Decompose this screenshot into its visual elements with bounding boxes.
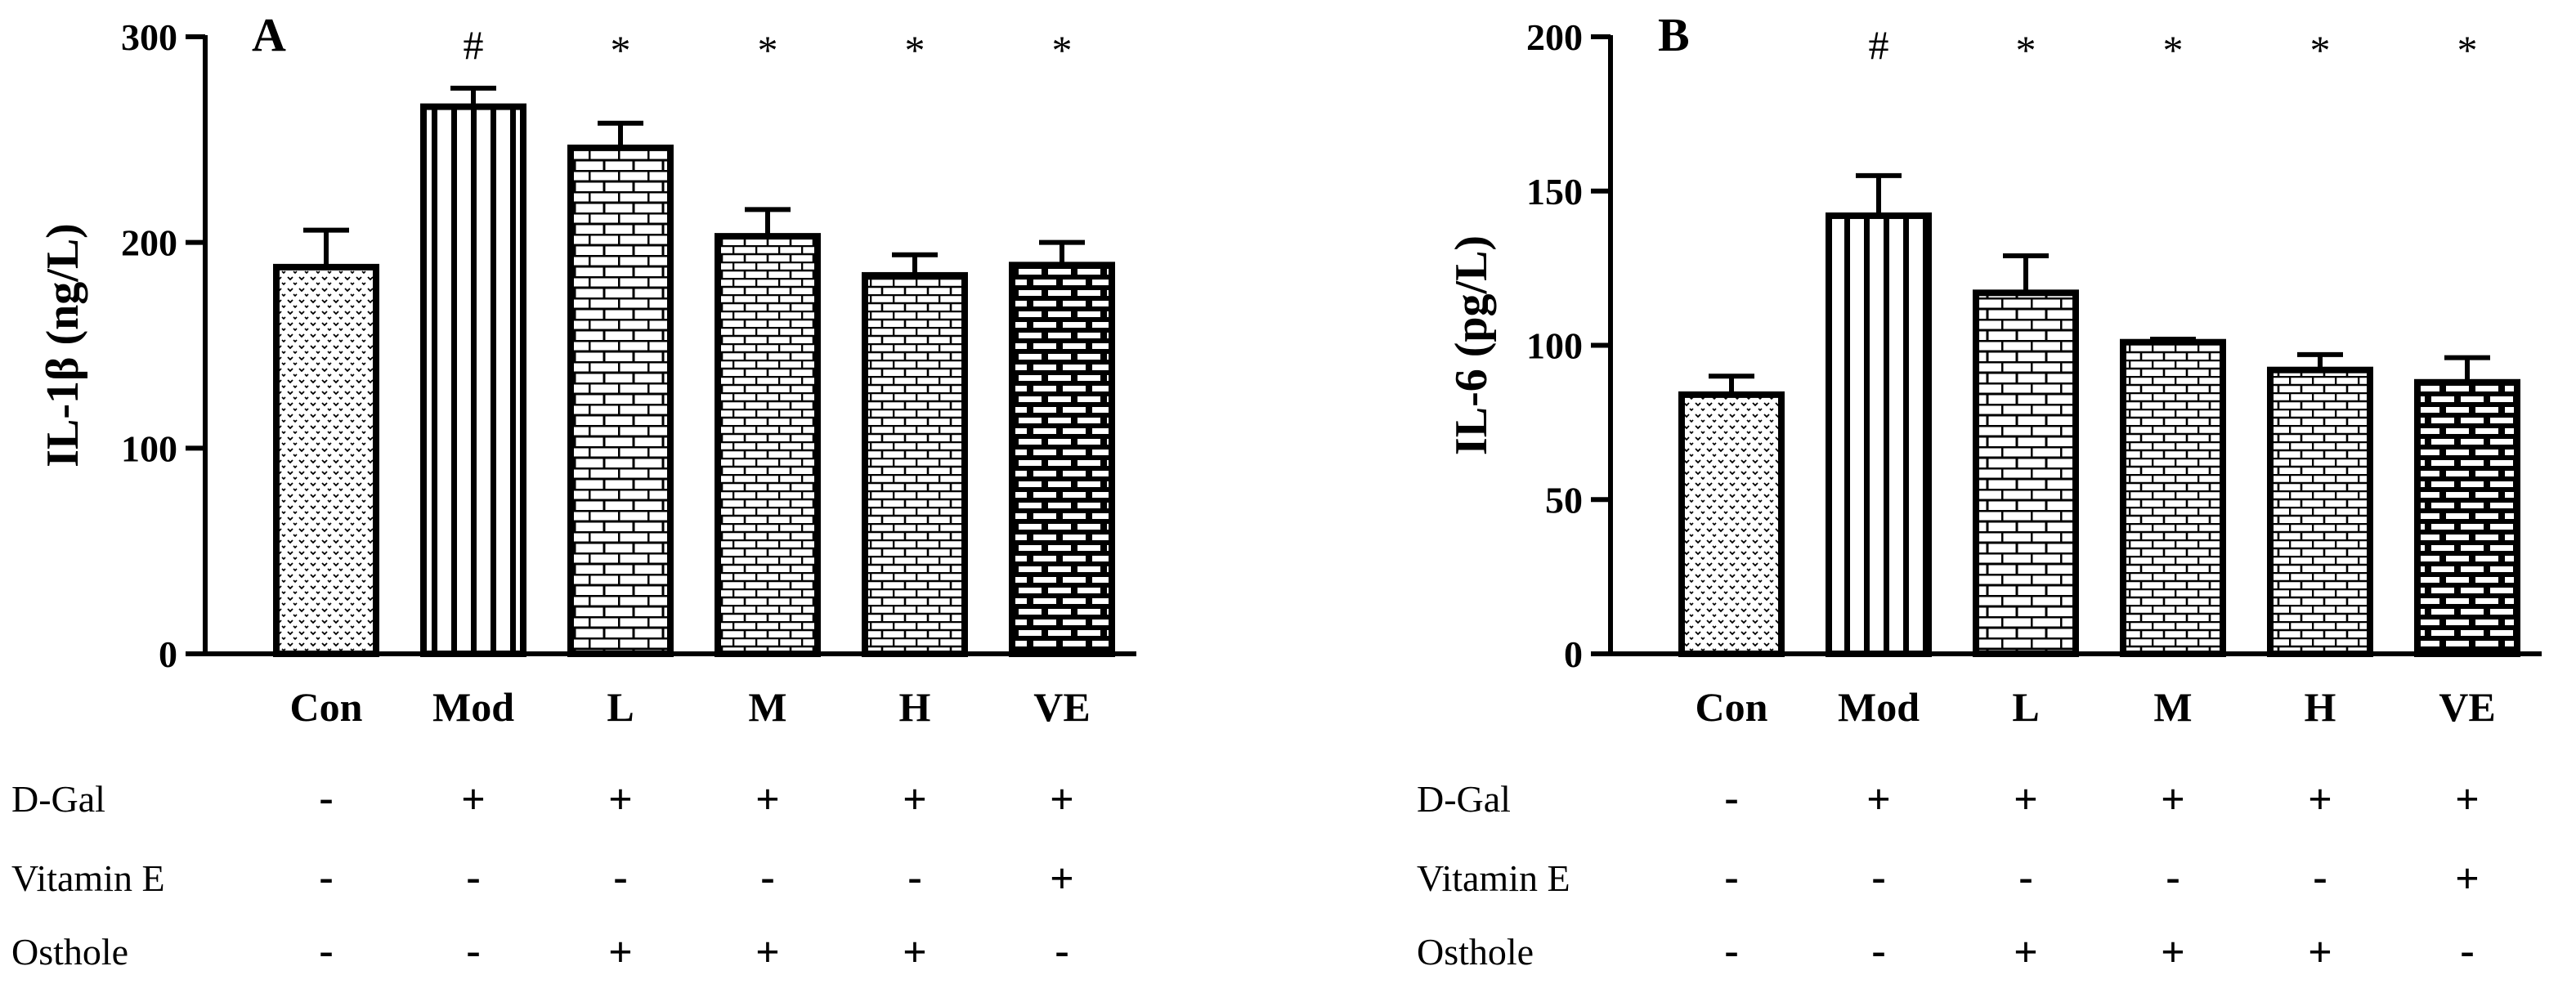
treatment-mark: +	[608, 929, 633, 976]
significance-mark: *	[2457, 27, 2478, 73]
bar-ve	[1009, 262, 1115, 657]
treatment-label: Vitamin E	[11, 857, 165, 899]
y-tick-label: 100	[1526, 325, 1583, 367]
panel-letter: A	[252, 8, 286, 61]
treatment-label: Osthole	[1417, 931, 1534, 973]
treatment-mark: -	[319, 928, 333, 974]
bar-con	[1678, 391, 1785, 657]
category-label: Con	[1696, 684, 1768, 730]
treatment-mark: +	[2455, 776, 2480, 823]
category-label: M	[748, 684, 786, 730]
bar-l	[567, 144, 674, 657]
treatment-mark: +	[461, 776, 486, 823]
panel-a-chart: 0 100 200 300 IL-1β (ng/L) A Con # Mod * L * M * H * VE D…	[11, 8, 1136, 976]
treatment-mark: -	[466, 854, 480, 901]
treatment-mark: -	[466, 928, 480, 974]
treatment-mark: +	[2014, 776, 2038, 823]
bar-l	[1973, 289, 2079, 657]
treatment-mark: -	[1724, 854, 1738, 901]
category-label: Mod	[432, 684, 514, 730]
treatment-mark: -	[2460, 928, 2474, 974]
category-label: H	[2305, 684, 2336, 730]
significance-mark: *	[2310, 27, 2331, 73]
treatment-mark: +	[2014, 929, 2038, 976]
bar-mod	[1826, 212, 1932, 657]
treatment-mark: +	[2455, 856, 2480, 902]
y-tick-label: 200	[121, 222, 177, 264]
treatment-mark: -	[907, 854, 921, 901]
treatment-mark: +	[1050, 776, 1074, 823]
treatment-mark: -	[2018, 854, 2032, 901]
category-label: Mod	[1838, 684, 1920, 730]
treatment-mark: +	[2161, 929, 2185, 976]
bar-h	[2267, 366, 2373, 657]
treatment-label: Osthole	[11, 931, 128, 973]
y-axis-label: IL-6 (pg/L)	[1446, 235, 1497, 455]
treatment-mark: -	[2313, 854, 2327, 901]
treatment-label: D-Gal	[11, 778, 105, 820]
category-label: Con	[290, 684, 363, 730]
y-tick-label: 0	[1564, 633, 1583, 675]
category-label: H	[899, 684, 931, 730]
significance-mark: *	[611, 27, 631, 73]
bar-con	[273, 263, 379, 657]
category-label: M	[2153, 684, 2192, 730]
treatment-mark: +	[2308, 929, 2332, 976]
panel-b-chart: 0 50 100 150 200 IL-6 (pg/L) B Con # Mod * L * M * H * VE…	[1417, 8, 2542, 976]
treatment-mark: -	[613, 854, 627, 901]
treatment-label: D-Gal	[1417, 778, 1511, 820]
treatment-mark: -	[319, 775, 333, 821]
y-tick-label: 50	[1545, 479, 1583, 521]
treatment-mark: +	[755, 776, 780, 823]
bar-h	[862, 271, 968, 657]
category-label: VE	[1033, 684, 1090, 730]
significance-mark: *	[2163, 27, 2184, 73]
treatment-mark: -	[1871, 854, 1885, 901]
treatment-mark: +	[755, 929, 780, 976]
significance-mark: #	[464, 22, 484, 68]
significance-mark: *	[1052, 27, 1073, 73]
significance-mark: #	[1869, 22, 1889, 68]
y-tick-label: 300	[121, 16, 177, 58]
y-tick-label: 100	[121, 427, 177, 469]
category-label: VE	[2439, 684, 2495, 730]
treatment-mark: +	[1050, 856, 1074, 902]
category-label: L	[2012, 684, 2039, 730]
bar-m	[715, 233, 821, 657]
panel-letter: B	[1658, 8, 1690, 61]
significance-mark: *	[905, 27, 925, 73]
treatment-mark: +	[2308, 776, 2332, 823]
treatment-mark: -	[760, 854, 774, 901]
treatment-mark: -	[1724, 775, 1738, 821]
treatment-mark: +	[903, 929, 927, 976]
treatment-mark: -	[319, 854, 333, 901]
treatment-mark: -	[1724, 928, 1738, 974]
treatment-mark: -	[2166, 854, 2180, 901]
y-tick-label: 150	[1526, 171, 1583, 212]
treatment-mark: -	[1055, 928, 1068, 974]
significance-mark: *	[2016, 27, 2036, 73]
y-tick-label: 200	[1526, 16, 1583, 58]
bar-mod	[420, 103, 526, 658]
treatment-mark: +	[608, 776, 633, 823]
treatment-label: Vitamin E	[1417, 857, 1570, 899]
treatment-mark: +	[2161, 776, 2185, 823]
treatment-mark: -	[1871, 928, 1885, 974]
category-label: L	[607, 684, 634, 730]
significance-mark: *	[758, 27, 778, 73]
y-axis-label: IL-1β (ng/L)	[38, 223, 88, 467]
bar-ve	[2414, 378, 2520, 657]
bar-m	[2120, 338, 2226, 657]
y-tick-label: 0	[159, 633, 177, 675]
treatment-mark: +	[903, 776, 927, 823]
treatment-mark: +	[1866, 776, 1891, 823]
